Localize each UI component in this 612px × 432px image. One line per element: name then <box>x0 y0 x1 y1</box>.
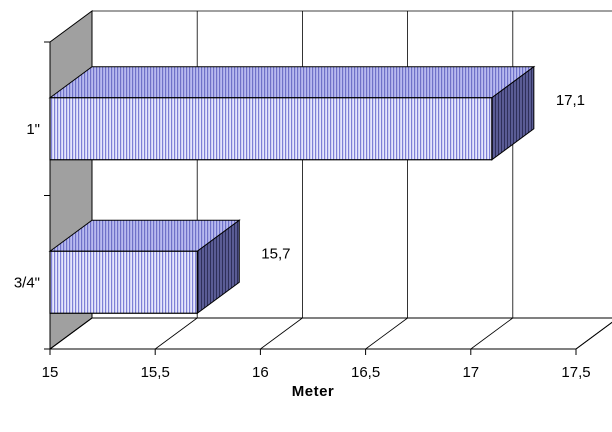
x-tick-label-0: 15 <box>42 364 59 381</box>
labels: 17,1 1" 15,7 3/4" 15 15,5 16 16,5 17 17,5 <box>14 92 591 381</box>
x-axis-title: Meter <box>292 383 335 400</box>
gridlines <box>49 10 612 350</box>
bar-front-0 <box>49 97 493 161</box>
data-label-1: 15,7 <box>261 245 290 262</box>
bar-1 <box>48 219 241 315</box>
floor-gridline-4 <box>470 317 514 350</box>
bar-front-1 <box>49 250 198 314</box>
category-label-0: 1" <box>26 121 40 138</box>
bar-top-0 <box>48 66 536 99</box>
floor-gridline-1 <box>154 317 198 350</box>
floor-gridline-0 <box>49 317 93 350</box>
floor-gridline-3 <box>365 317 408 350</box>
bars <box>48 65 536 315</box>
x-tick-label-3: 16,5 <box>351 364 380 381</box>
x-tick-label-4: 17 <box>462 364 479 381</box>
bar-0 <box>48 65 536 161</box>
x-tick-label-5: 17,5 <box>561 364 590 381</box>
x-tick-label-2: 16 <box>252 364 269 381</box>
floor-gridline-5 <box>575 321 612 350</box>
data-label-0: 17,1 <box>556 92 585 109</box>
category-label-1: 3/4" <box>14 274 40 291</box>
x-tick-label-1: 15,5 <box>141 364 170 381</box>
floor <box>48 317 612 350</box>
floor-gridline-2 <box>260 317 303 350</box>
x-axis <box>44 41 577 355</box>
